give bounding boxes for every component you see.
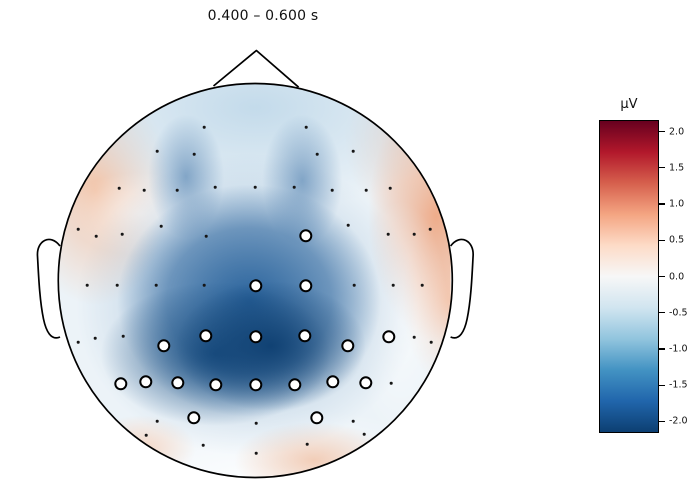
sensor-dot xyxy=(192,152,196,156)
sensor-dot xyxy=(76,340,80,344)
colorbar-tick xyxy=(659,420,665,422)
sensor-dot xyxy=(142,188,146,192)
colorbar-tick xyxy=(659,348,665,350)
sensor-dot xyxy=(305,442,309,446)
sensor-dot xyxy=(213,185,217,189)
sensor-dot xyxy=(202,125,206,129)
nose xyxy=(212,49,300,88)
sensor-dot xyxy=(175,188,179,192)
colorbar-tick-label: 1.0 xyxy=(669,198,685,210)
sensor-dot xyxy=(428,227,432,231)
sensor-dot xyxy=(202,283,206,287)
colorbar-tick xyxy=(659,203,665,205)
colorbar-tick-label: -1.0 xyxy=(669,343,688,355)
colorbar-tick-label: -2.0 xyxy=(669,415,688,427)
sensor-dot xyxy=(93,336,97,340)
colorbar-tick-label: 0.0 xyxy=(669,270,685,282)
sensor-dot xyxy=(76,227,80,231)
left-ear xyxy=(36,238,61,339)
colorbar-tick-label: -1.5 xyxy=(669,379,688,391)
sensor-dot xyxy=(144,433,148,437)
sensor-dot xyxy=(204,234,208,238)
sensor-dot xyxy=(315,152,319,156)
sensor-dot xyxy=(346,223,350,227)
colorbar-tick xyxy=(659,130,665,133)
sensor-dot xyxy=(253,185,257,189)
sensor-dot xyxy=(351,149,355,153)
sensor-dot xyxy=(159,224,163,228)
sensor-dot xyxy=(389,381,393,385)
sensor-dot xyxy=(85,283,89,287)
sensor-dot xyxy=(330,188,334,192)
colorbar-tick xyxy=(659,312,665,314)
sensor-dot xyxy=(388,186,392,190)
sensor-dot xyxy=(201,443,205,447)
sensor-dot xyxy=(352,283,356,287)
sensor-dot xyxy=(254,451,258,455)
sensor-dot xyxy=(254,421,258,425)
sensor-dot xyxy=(120,232,124,236)
sensor-dot xyxy=(154,283,158,287)
sensor-dot xyxy=(155,419,159,423)
sensor-dot xyxy=(115,283,119,287)
colorbar-gradient xyxy=(599,120,659,433)
sensor-dot xyxy=(351,419,355,423)
colorbar-tick xyxy=(659,239,665,241)
sensor-dot xyxy=(412,232,416,236)
sensor-dot xyxy=(420,283,424,287)
sensor-dot xyxy=(386,232,390,236)
sensor-dot xyxy=(94,234,98,238)
colorbar-tick-label: 0.5 xyxy=(669,234,685,246)
colorbar-tick-label: -0.5 xyxy=(669,306,688,318)
sensor-dot xyxy=(117,186,121,190)
figure-title: 0.400 – 0.600 s xyxy=(207,8,319,24)
sensor-dot xyxy=(391,283,395,287)
sensor-dot xyxy=(364,188,368,192)
sensor-dot xyxy=(362,432,366,436)
colorbar-tick xyxy=(659,167,665,169)
right-ear xyxy=(449,238,474,339)
colorbar-tick-label: 2.0 xyxy=(669,125,685,137)
colorbar-tick-label: 1.5 xyxy=(669,162,685,174)
colorbar-tick xyxy=(659,384,665,386)
sensor-dot xyxy=(121,334,125,338)
sensor-dot xyxy=(412,335,416,339)
sensor-dot xyxy=(304,125,308,129)
sensor-dot xyxy=(429,340,433,344)
sensor-dot xyxy=(292,185,296,189)
colorbar-tick xyxy=(659,275,665,278)
sensor-dot xyxy=(155,149,159,153)
colorbar-unit-label: μV xyxy=(620,97,638,112)
